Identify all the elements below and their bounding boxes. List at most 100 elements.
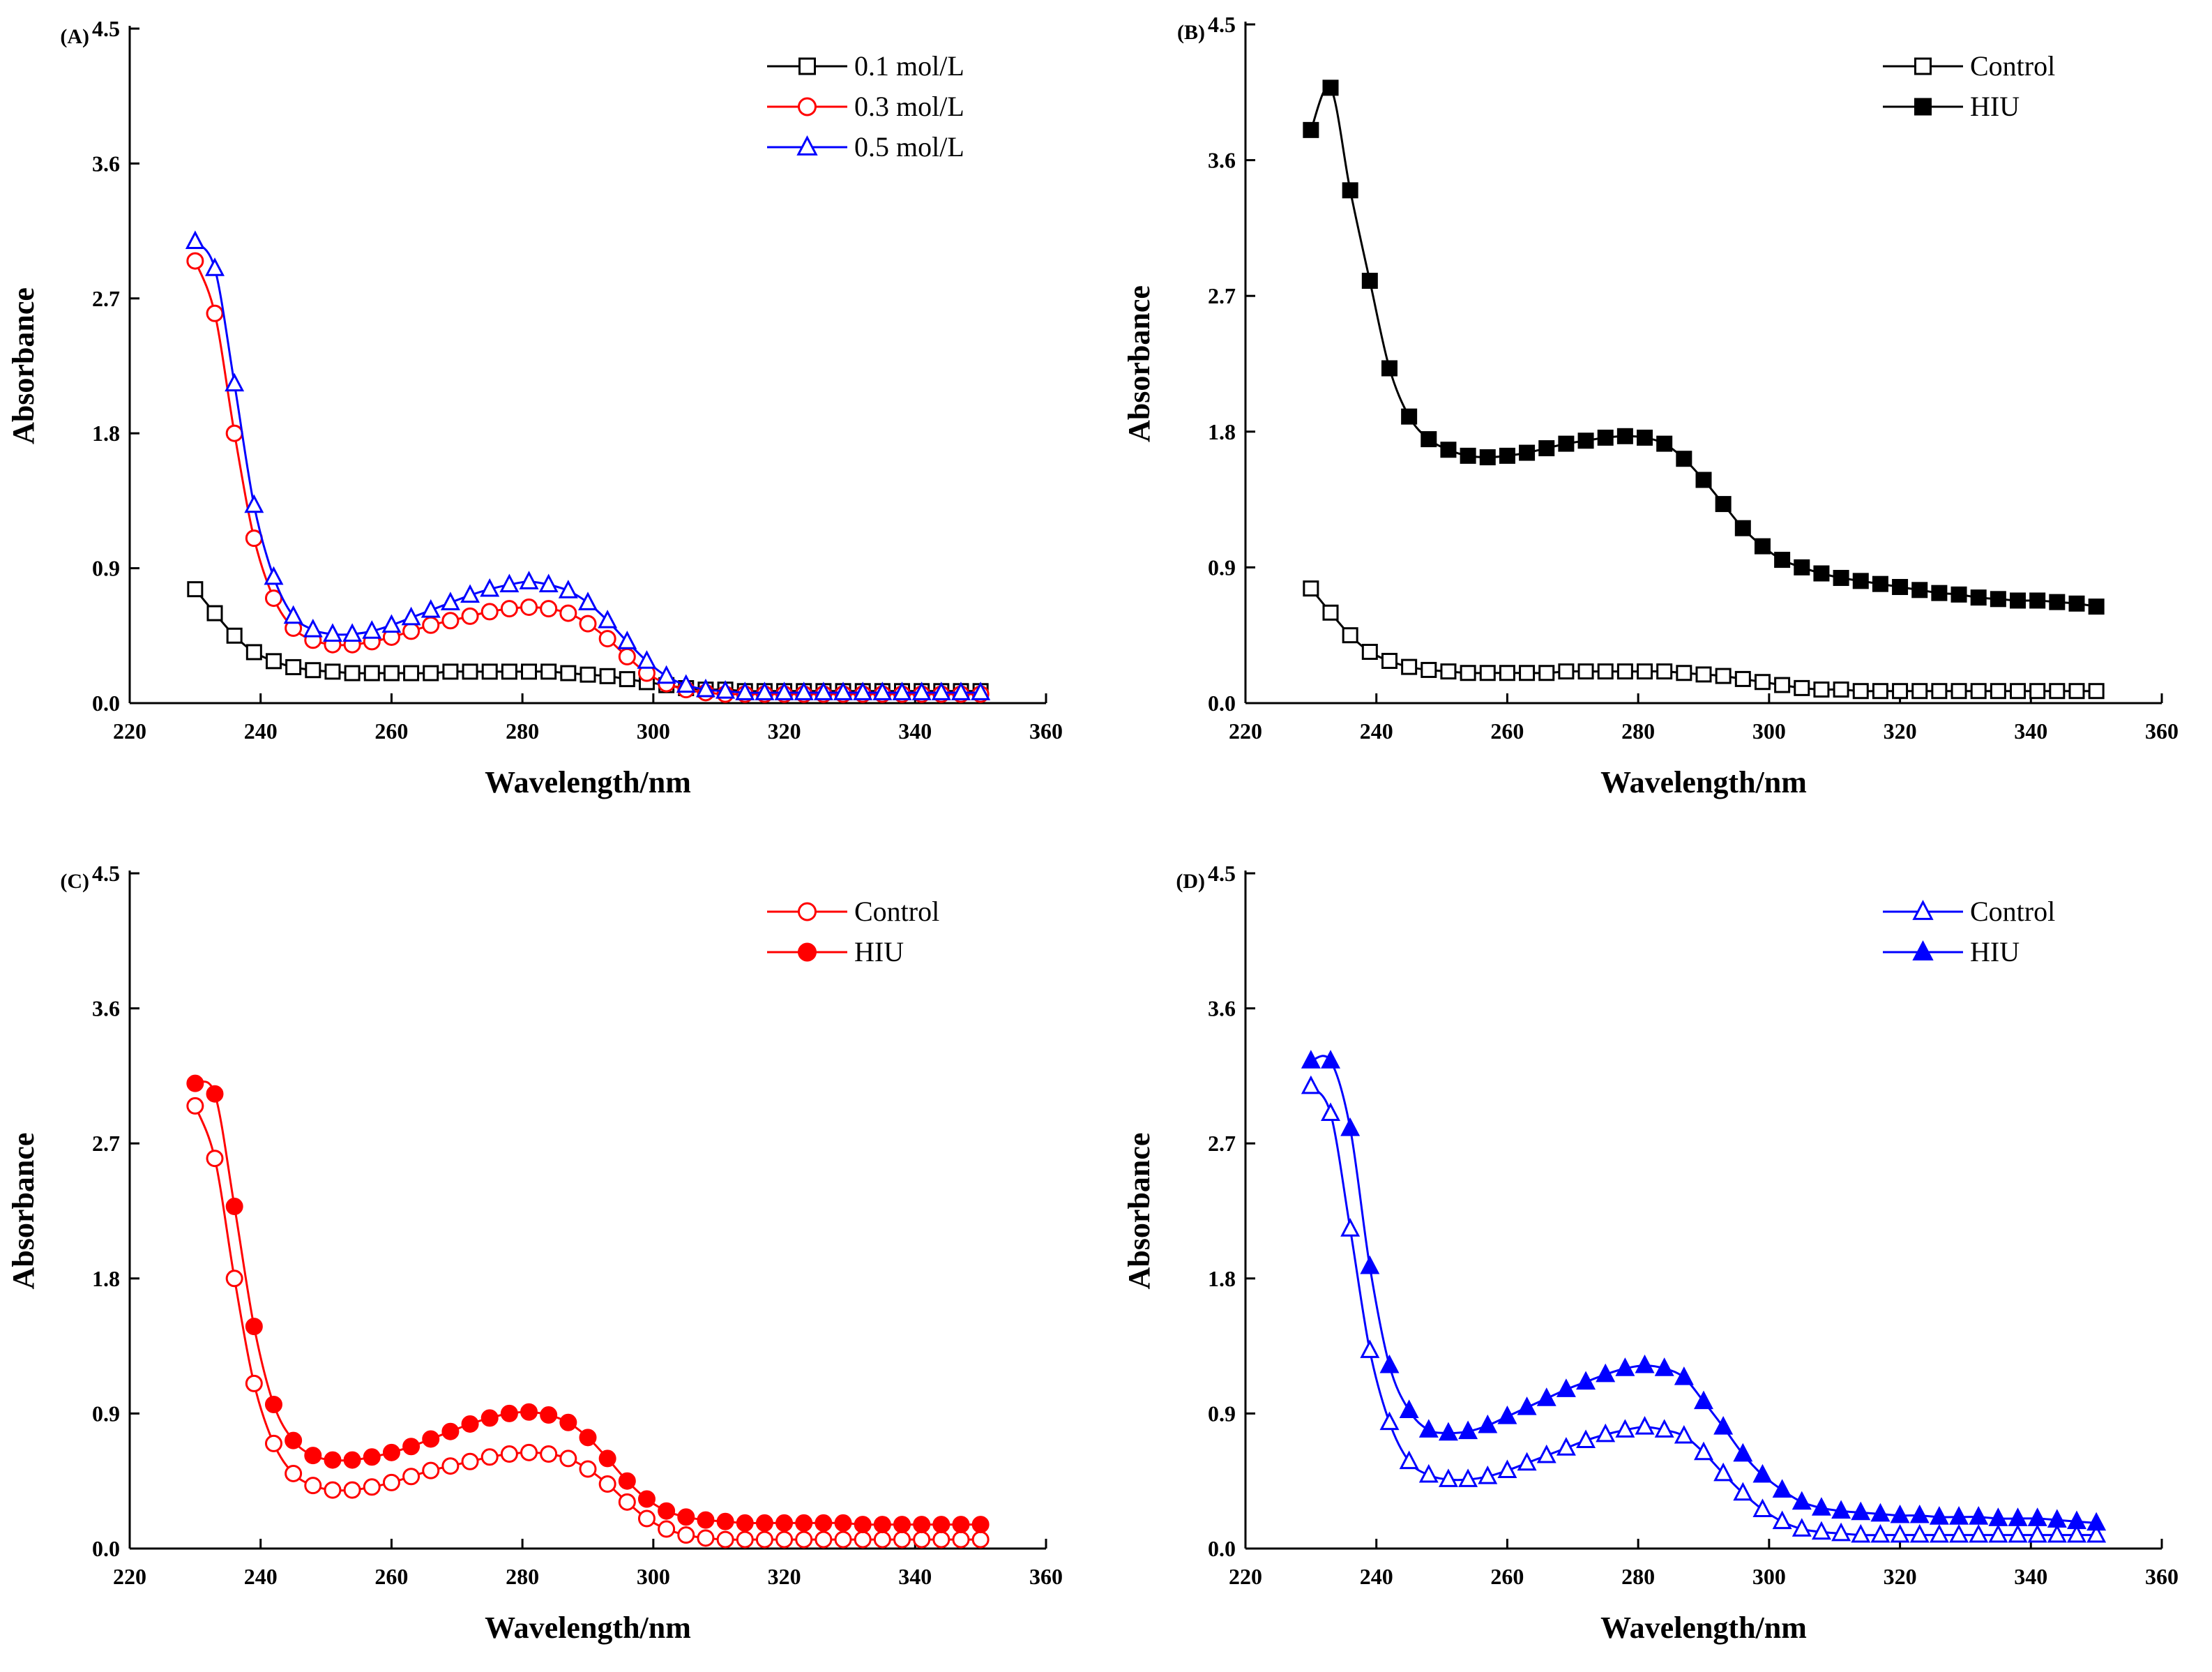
data-point: [1851, 1523, 1871, 1543]
data-point: [971, 1516, 990, 1534]
panel-label: (D): [1176, 870, 1205, 893]
data-point: [1421, 431, 1437, 448]
data-point: [618, 1493, 636, 1511]
panel-label: (B): [1177, 21, 1205, 44]
x-tick-label: 220: [1229, 718, 1262, 744]
x-tick-label: 360: [1029, 718, 1063, 744]
data-point: [1340, 1117, 1361, 1136]
data-point: [1754, 674, 1771, 691]
data-point: [461, 1415, 479, 1433]
data-point: [186, 1074, 204, 1092]
data-point: [893, 1516, 911, 1534]
data-point: [1754, 538, 1771, 555]
data-point: [500, 1445, 518, 1463]
data-point: [1597, 663, 1614, 680]
legend-marker: [1914, 98, 1932, 116]
data-point: [245, 644, 262, 661]
legend-marker: [1912, 940, 1934, 961]
data-point: [1401, 658, 1418, 675]
data-point: [245, 1318, 263, 1336]
data-point: [1833, 681, 1849, 698]
data-point: [1322, 604, 1339, 621]
data-point: [343, 1481, 361, 1499]
x-tick-label: 280: [1621, 1564, 1655, 1589]
data-point: [619, 671, 635, 688]
x-axis-title: Wavelength/nm: [1600, 1611, 1807, 1645]
data-point: [1949, 1506, 1969, 1525]
data-point: [324, 1481, 342, 1499]
data-point: [755, 1530, 773, 1549]
data-point: [1637, 429, 1653, 446]
data-point: [500, 1404, 518, 1422]
data-point: [324, 663, 341, 680]
data-point: [677, 1508, 695, 1526]
data-point: [1931, 683, 1948, 700]
data-point: [206, 605, 223, 622]
y-tick-label: 0.0: [92, 691, 120, 716]
x-tick-label: 280: [506, 718, 539, 744]
legend-label: Control: [854, 896, 939, 927]
data-point: [460, 584, 480, 603]
data-point: [656, 665, 676, 684]
series-markers-1: [1301, 1050, 2107, 1531]
x-tick-label: 320: [768, 718, 801, 744]
data-point: [363, 1448, 381, 1466]
data-point: [1733, 1443, 1753, 1462]
legend: 0.1 mol/L 0.3 mol/L 0.5 mol/L: [767, 50, 964, 163]
data-point: [1831, 1522, 1851, 1542]
data-point: [1772, 1479, 1792, 1498]
data-point: [794, 681, 814, 700]
y-tick-label: 0.0: [1208, 691, 1236, 716]
data-point: [442, 663, 459, 680]
y-tick-label: 3.6: [1208, 148, 1236, 173]
data-point: [304, 1477, 322, 1495]
data-point: [2088, 598, 2105, 615]
data-point: [1676, 451, 1692, 467]
data-point: [1772, 1510, 1792, 1530]
data-point: [658, 1520, 676, 1538]
data-point: [2010, 683, 2027, 700]
x-tick-label: 360: [2145, 718, 2179, 744]
data-point: [2067, 1523, 2086, 1543]
data-point: [598, 610, 618, 628]
data-point: [1988, 1507, 2008, 1526]
data-point: [1831, 1500, 1851, 1519]
data-point: [598, 1475, 616, 1493]
data-point: [480, 603, 499, 621]
data-point: [283, 605, 303, 624]
data-point: [1715, 496, 1732, 513]
data-point: [285, 1431, 303, 1449]
data-point: [1909, 1523, 1930, 1543]
data-point: [2086, 1523, 2107, 1543]
y-tick-label: 4.5: [1208, 861, 1236, 886]
data-point: [2088, 683, 2105, 700]
data-point: [363, 665, 380, 681]
data-point: [2027, 1523, 2047, 1543]
x-tick-label: 260: [374, 1564, 408, 1589]
series-markers-2: [185, 230, 991, 700]
data-point: [1969, 1523, 1989, 1543]
data-point: [423, 665, 439, 681]
data-point: [402, 1468, 421, 1486]
data-point: [795, 1514, 813, 1532]
legend-marker: [798, 902, 817, 921]
x-tick-label: 340: [898, 718, 932, 744]
data-point: [1990, 591, 2006, 608]
data-point: [598, 1449, 616, 1468]
data-point: [1872, 575, 1888, 592]
data-point: [736, 1514, 754, 1532]
data-point: [697, 1511, 715, 1529]
y-tick-label: 2.7: [92, 286, 120, 311]
data-point: [2047, 1523, 2067, 1543]
data-point: [579, 666, 596, 683]
data-point: [559, 1413, 577, 1431]
data-point: [1458, 1420, 1478, 1440]
data-point: [421, 599, 441, 618]
data-point: [579, 1460, 597, 1478]
x-tick-label: 320: [1884, 1564, 1917, 1589]
y-tick-label: 1.8: [92, 1266, 120, 1291]
data-point: [383, 665, 400, 681]
data-point: [1970, 589, 1987, 606]
data-point: [795, 1530, 813, 1549]
data-point: [1303, 580, 1319, 597]
